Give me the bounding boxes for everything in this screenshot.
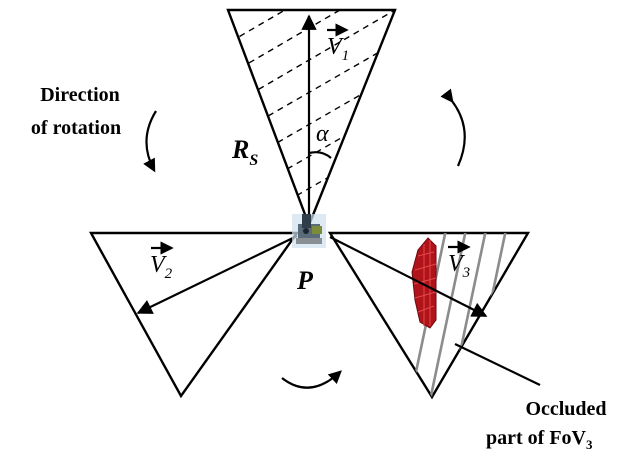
occluded-label-line2: part of FoV3 xyxy=(486,427,593,451)
direction-label-line1: Direction xyxy=(40,84,120,106)
vector-v2-arrow xyxy=(136,235,298,314)
direction-label-line2: of rotation xyxy=(31,117,121,139)
v2-label: V2 xyxy=(150,252,173,282)
obstacle-icon xyxy=(411,237,437,329)
occluded-pointer-line xyxy=(454,343,541,386)
p-label: P xyxy=(296,266,314,295)
vector-v3-arrow xyxy=(329,236,488,317)
rotation-arrow-right xyxy=(440,88,466,167)
sensor-node-icon xyxy=(292,214,326,248)
v3-label: V3 xyxy=(448,251,470,281)
fov-1-hatching xyxy=(229,10,395,225)
rotation-arrow-bottom xyxy=(281,370,342,389)
alpha-label: α xyxy=(316,121,329,147)
rotation-arrow-left xyxy=(143,110,157,173)
v1-label: V1 xyxy=(327,34,349,64)
fov-2-triangle xyxy=(88,231,300,399)
rs-label: RS xyxy=(231,135,258,169)
alpha-angle-arc xyxy=(308,151,332,159)
occluded-label-line1: Occluded xyxy=(525,398,606,420)
fov-1-triangle xyxy=(226,8,397,229)
fov-3-triangle xyxy=(327,231,531,400)
